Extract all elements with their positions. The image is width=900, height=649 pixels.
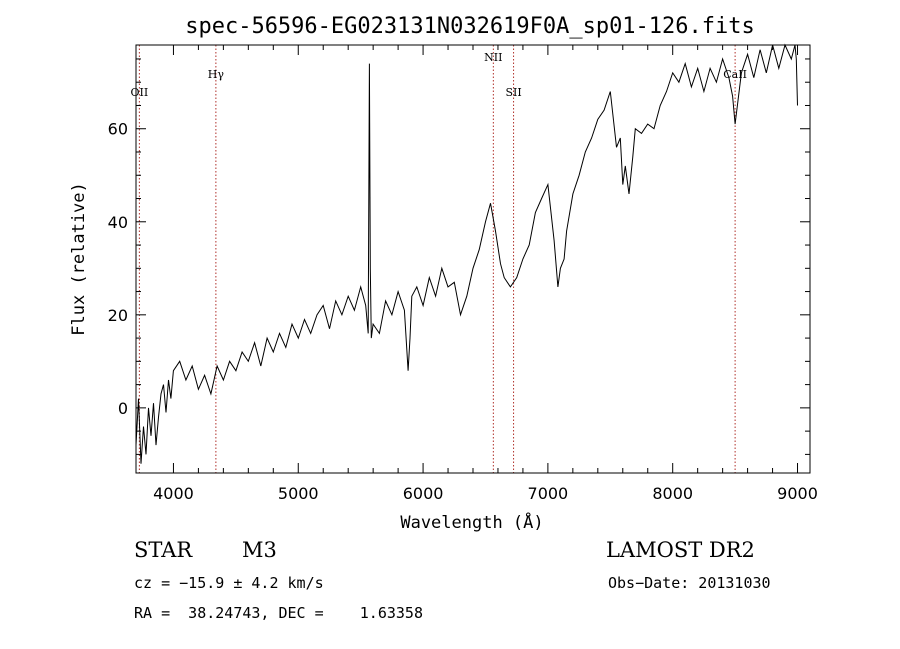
x-tick-label: 9000 xyxy=(777,484,818,503)
line-marker-label: Hγ xyxy=(208,68,225,81)
ra-dec-coordinates: RA = 38.24743, DEC = 1.63358 xyxy=(134,604,423,622)
x-tick-label: 4000 xyxy=(153,484,194,503)
x-tick-label: 8000 xyxy=(652,484,693,503)
y-axis-label: Flux (relative) xyxy=(69,182,89,336)
observation-date: Obs−Date: 20131030 xyxy=(608,574,771,592)
line-marker-label: OII xyxy=(131,86,149,99)
object-subclass: M3 xyxy=(242,538,277,562)
x-tick-label: 7000 xyxy=(528,484,569,503)
survey-name: LAMOST DR2 xyxy=(606,538,755,562)
y-tick-label: 40 xyxy=(108,213,128,232)
object-class: STAR xyxy=(134,538,193,562)
line-marker-label: NII xyxy=(484,51,502,64)
y-tick-label: 60 xyxy=(108,120,128,139)
redshift-cz: cz = −15.9 ± 4.2 km/s xyxy=(134,574,324,592)
spectrum-line xyxy=(135,43,798,464)
chart-title: spec-56596-EG023131N032619F0A_sp01-126.f… xyxy=(185,14,755,39)
plot-frame xyxy=(135,44,811,474)
x-axis-label: Wavelength (Å) xyxy=(400,511,543,533)
y-tick-label: 0 xyxy=(118,399,128,418)
y-tick-label: 20 xyxy=(108,306,128,325)
x-tick-label: 5000 xyxy=(278,484,319,503)
line-marker-label: SII xyxy=(505,86,521,99)
x-tick-label: 6000 xyxy=(403,484,444,503)
